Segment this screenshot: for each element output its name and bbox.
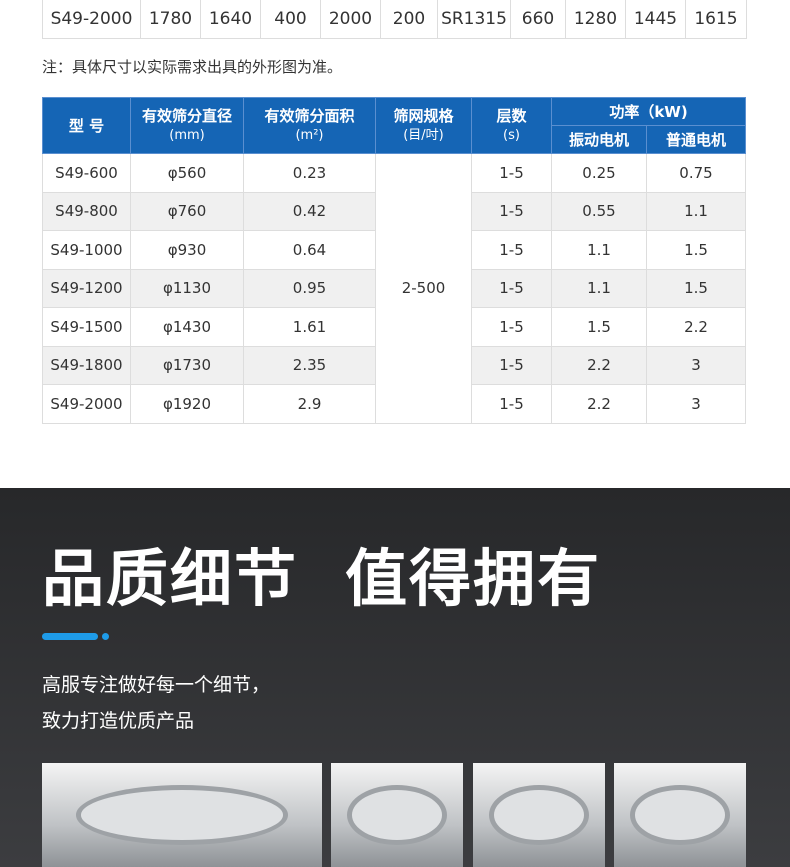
cell-normal: 3 — [645, 345, 747, 385]
cell-area: 0.42 — [243, 191, 376, 231]
section-title: 品质细节 值得拥有 — [42, 542, 602, 615]
table-row: S49-800 φ760 0.42 1-5 0.55 1.1 — [42, 191, 747, 231]
cell-diameter: φ1730 — [130, 345, 244, 385]
cell-layers: 1-5 — [471, 384, 552, 424]
cell-layers: 1-5 — [471, 230, 552, 270]
cell-vib: 0.25 — [551, 153, 647, 193]
cell-area: 0.23 — [243, 153, 376, 193]
cell-normal: 3 — [645, 384, 747, 424]
table-row: S49-1800 φ1730 2.35 1-5 2.2 3 — [42, 345, 747, 385]
cell-normal: 1.5 — [645, 268, 747, 308]
cell-diameter: φ1920 — [130, 384, 244, 424]
table-cell: 200 — [380, 0, 438, 39]
spec-table: 型 号 有效筛分直径 (mm) 有效筛分面积 (m²) 筛网规格 (目/吋) 层数 (s… — [42, 97, 747, 424]
header-mesh: 筛网规格 (目/吋) — [375, 97, 472, 154]
cell-area: 0.64 — [243, 230, 376, 270]
cell-layers: 1-5 — [471, 191, 552, 231]
cell-model: S49-800 — [42, 191, 131, 231]
table-cell: 400 — [260, 0, 321, 39]
cell-area: 1.61 — [243, 307, 376, 347]
cell-layers: 1-5 — [471, 345, 552, 385]
cell-area: 2.9 — [243, 384, 376, 424]
accent-bar — [42, 633, 98, 640]
header-normal-motor: 普通电机 — [645, 125, 747, 154]
cell-model: S49-600 — [42, 153, 131, 193]
table-cell: 1615 — [685, 0, 747, 39]
cell-vib: 0.55 — [551, 191, 647, 231]
cell-model: S49-1500 — [42, 307, 131, 347]
product-photo-3 — [473, 763, 605, 867]
desc-line-2: 致力打造优质产品 — [42, 710, 195, 732]
table-row: S49-1000 φ930 0.64 1-5 1.1 1.5 — [42, 230, 747, 270]
note-text: 注：具体尺寸以实际需求出具的外形图为准。 — [42, 58, 343, 76]
accent-dot — [102, 633, 109, 640]
product-photo-4 — [614, 763, 746, 867]
cell-model: S49-1800 — [42, 345, 131, 385]
cell-layers: 1-5 — [471, 307, 552, 347]
table-cell: 1780 — [140, 0, 201, 39]
table-cell: S49-2000 — [42, 0, 141, 39]
cell-diameter: φ760 — [130, 191, 244, 231]
cell-normal: 0.75 — [645, 153, 747, 193]
table-cell: 1445 — [625, 0, 686, 39]
table-row: S49-2000 φ1920 2.9 1-5 2.2 3 — [42, 384, 747, 424]
cell-diameter: φ1430 — [130, 307, 244, 347]
desc-line-1: 高服专注做好每一个细节， — [42, 674, 271, 696]
table-row: S49-600 φ560 0.23 2-500 1-5 0.25 0.75 — [42, 153, 747, 424]
header-diameter: 有效筛分直径 (mm) — [130, 97, 244, 154]
cell-vib: 2.2 — [551, 345, 647, 385]
cell-normal: 1.5 — [645, 230, 747, 270]
cell-layers: 1-5 — [471, 268, 552, 308]
table-row: S49-2000 1780 1640 400 2000 200 SR1315 660 1280 1… — [42, 0, 747, 39]
product-photo-1 — [42, 763, 322, 867]
cell-vib: 1.5 — [551, 307, 647, 347]
cell-diameter: φ930 — [130, 230, 244, 270]
cell-normal: 1.1 — [645, 191, 747, 231]
header-vib-motor: 振动电机 — [551, 125, 647, 154]
cell-normal: 2.2 — [645, 307, 747, 347]
cell-layers: 1-5 — [471, 153, 552, 193]
cell-vib: 1.1 — [551, 230, 647, 270]
header-power: 功率（kW) — [550, 97, 747, 126]
cell-model: S49-1000 — [42, 230, 131, 270]
header-area: 有效筛分面积 (m²) — [243, 97, 376, 154]
table-cell: 660 — [510, 0, 566, 39]
table-cell: 1640 — [200, 0, 261, 39]
cell-area: 2.35 — [243, 345, 376, 385]
table-cell: 2000 — [320, 0, 381, 39]
cell-model: S49-2000 — [42, 384, 131, 424]
table-row: S49-1500 φ1430 1.61 1-5 1.5 2.2 — [42, 307, 747, 347]
cell-vib: 2.2 — [551, 384, 647, 424]
table-cell: SR1315 — [437, 0, 511, 39]
cell-model: S49-1200 — [42, 268, 131, 308]
cell-area: 0.95 — [243, 268, 376, 308]
table-cell: 1280 — [565, 0, 626, 39]
product-photo-2 — [331, 763, 463, 867]
cell-vib: 1.1 — [551, 268, 647, 308]
cell-diameter: φ1130 — [130, 268, 244, 308]
table-row: S49-1200 φ1130 0.95 1-5 1.1 1.5 — [42, 268, 747, 308]
header-layers: 层数 (s) — [471, 97, 552, 154]
cell-diameter: φ560 — [130, 153, 244, 193]
dimension-table: S49-2000 1780 1640 400 2000 200 SR1315 660 1280 1… — [42, 0, 747, 39]
cell-mesh: 2-500 — [375, 153, 472, 424]
quality-section: 品质细节 值得拥有 高服专注做好每一个细节， 致力打造优质产品 — [0, 488, 790, 867]
header-model: 型 号 — [42, 97, 131, 154]
